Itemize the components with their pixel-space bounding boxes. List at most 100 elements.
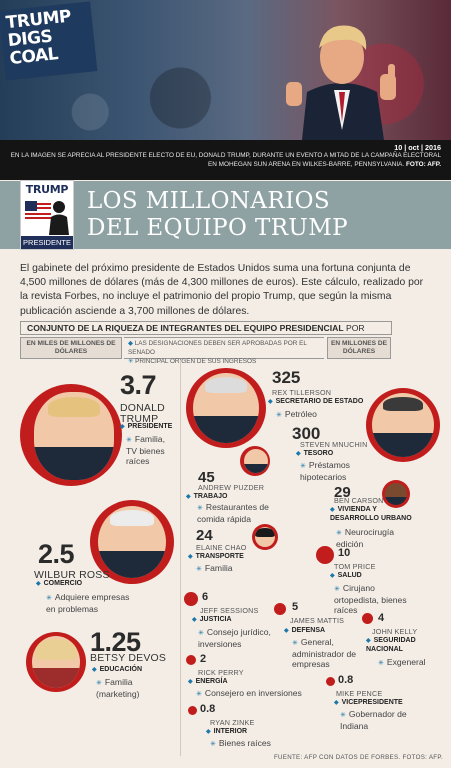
ross-portrait [98,506,166,578]
person-name: TOM PRICE [334,562,376,571]
person-role: JUSTICIA [192,616,232,625]
carson-portrait [385,483,407,505]
person-name: BETSY DEVOS [90,652,167,664]
person-name: MIKE PENCE [336,689,383,698]
person-role: INTERIOR [206,728,247,737]
legend-text: PRINCIPAL ORIGEN DE SUS INGRESOS [135,358,257,365]
trump-thumbs-up-photo [286,25,396,140]
trump-presidente-logo: TRUMP PRESIDENTE [20,180,74,250]
caption-date: 10 | oct | 2016 [394,143,441,152]
logo-bottom-text: PRESIDENTE [21,236,73,249]
income-source: Petróleo [276,409,317,421]
suit [34,446,114,480]
person-role: EDUCACIÓN [92,666,142,675]
income-source: Préstamos hipotecarios [300,460,370,482]
devos-portrait [32,636,80,688]
legend: ◆ LAS DESIGNACIONES DEBEN SER APROBADAS … [124,337,324,365]
right-unit-label: EN MILLONES DE DÓLARES [327,337,391,359]
income-source: Neurocirugía edición [336,527,412,549]
price-circle [316,546,334,564]
person-name: ELAINE CHAO [196,543,247,552]
income-source: Consejo jurídico, inversiones [198,627,276,649]
person-name: JEFF SESSIONS [200,606,259,615]
person-role: VICEPRESIDENTE [334,699,403,708]
hair [383,396,423,411]
caption-body: EN LA IMAGEN SE APRECIA AL PRESIDENTE EL… [10,152,441,168]
campaign-sign: TRUMP DIGS COAL [0,1,98,81]
value-label: 2.5 [38,539,75,569]
income-source: Familia, TV bienes raíces [126,434,178,466]
page-title: LOS MILLONARIOS DEL EQUIPO TRUMP [87,188,348,242]
person-name: WILBUR ROSS [34,569,110,581]
mattis-circle [274,603,286,615]
photo-caption: 10 | oct | 2016 EN LA IMAGEN SE APRECIA … [0,140,451,180]
income-source: Adquiere empresas en problemas [46,592,136,614]
person-name: BEN CARSON [334,496,384,505]
value-label: 300 [292,424,321,443]
title-line-1: LOS MILLONARIOS [87,188,330,214]
legend-item: ✳ PRINCIPAL ORIGEN DE SUS INGRESOS [128,357,324,366]
person-role: TRANSPORTE [188,553,244,562]
intro-paragraph: El gabinete del próximo presidente de Es… [20,263,424,317]
value-label: 6 [202,591,209,603]
person-role: VIVIENDA Y DESARROLLO URBANO [330,506,420,523]
person-name: RICK PERRY [198,668,244,677]
person-name: RYAN ZINKE [210,718,255,727]
person-role: TESORO [296,450,334,459]
person-name: JOHN KELLY [372,627,418,636]
person-name: DONALD TRUMP [120,402,165,425]
trump-portrait [34,392,114,480]
title-line-2: DEL EQUIPO TRUMP [87,215,349,241]
flag-silhouette-icon [25,201,69,235]
source-footer: FUENTE: AFP CON DATOS DE FORBES. FOTOS: … [273,754,443,761]
value-label: 1.25 [90,627,141,657]
logo-top-text: TRUMP [25,183,69,196]
income-source: Consejero en inversiones [196,688,302,700]
sessions-circle [184,592,198,606]
tillerson-portrait [193,373,259,443]
suit [385,496,407,505]
suit [32,668,80,688]
suit [193,416,259,443]
pence-circle [326,677,335,686]
left-unit-label: EN MILES DE MILLONES DE DÓLARES [20,337,122,359]
table-heading: CONJUNTO DE LA RIQUEZA DE INTEGRANTES DE… [20,321,392,345]
income-source: General, administrador de empresas [292,637,358,669]
value-label: 0.8 [338,674,354,686]
value-label: 45 [198,469,215,486]
table-heading-bold: CONJUNTO DE LA RIQUEZA DE INTEGRANTES DE… [27,323,344,333]
legend-item: ◆ LAS DESIGNACIONES DEBEN SER APROBADAS … [128,339,324,357]
income-source: Familia (marketing) [96,677,156,699]
income-source: Familia [196,563,233,575]
hair [255,528,275,538]
person-role: ENERGÍA [188,678,228,687]
person-role: COMERCIO [36,580,83,589]
suit [244,463,268,473]
person-name: JAMES MATTIS [290,616,345,625]
value-label: 4 [378,612,385,624]
puzder-portrait [244,449,268,473]
value-label: 5 [292,601,299,613]
person-role: DEFENSA [284,627,325,636]
hair [48,397,100,417]
value-label: 10 [338,547,351,559]
column-divider [180,360,181,756]
person-role: SALUD [330,572,362,581]
income-source: Restaurantes de comida rápida [197,502,273,524]
caption-credit: FOTO: AFP. [405,160,441,168]
mnuchin-portrait [372,393,434,457]
diamond-icon: ◆ [128,340,133,347]
person-role: TRABAJO [186,493,228,502]
value-label: 24 [196,527,213,544]
hair [204,377,248,393]
suit [372,432,434,457]
zinke-circle [188,706,197,715]
chao-portrait [255,527,275,547]
person-name: STEVEN MNUCHIN [300,440,368,449]
legend-text: LAS DESIGNACIONES DEBEN SER APROBADAS PO… [128,340,307,356]
hair [34,639,78,660]
person-role: PRESIDENTE [120,423,173,432]
perry-circle [186,655,196,665]
person-role: SEGURIDAD NACIONAL [366,637,432,654]
value-label: 0.8 [200,703,216,715]
